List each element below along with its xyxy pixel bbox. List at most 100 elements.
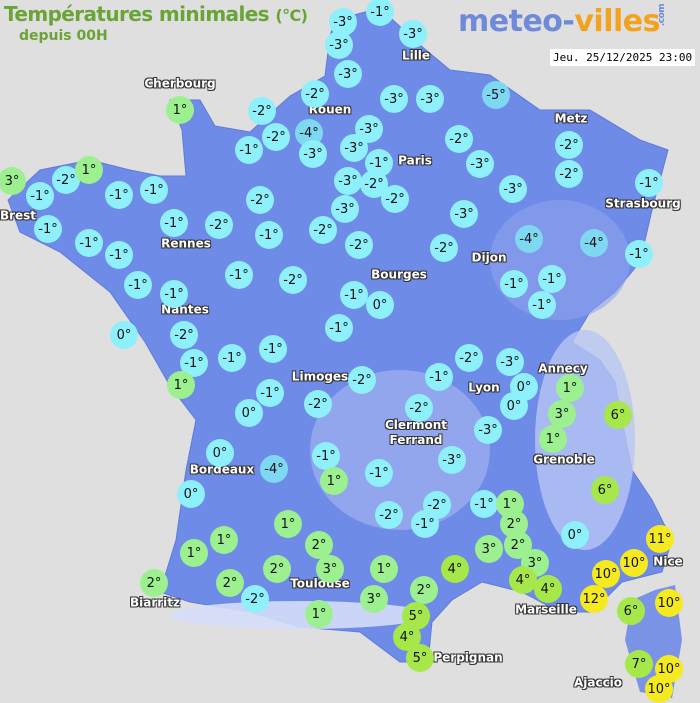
temperature-marker[interactable]: 10° <box>655 589 683 617</box>
temperature-marker[interactable]: -2° <box>248 97 276 125</box>
temperature-marker[interactable]: -1° <box>124 271 152 299</box>
temperature-marker[interactable]: 0° <box>561 521 589 549</box>
temperature-marker[interactable]: -1° <box>105 241 133 269</box>
temperature-marker[interactable]: 1° <box>180 539 208 567</box>
temperature-marker[interactable]: -1° <box>425 363 453 391</box>
temperature-marker[interactable]: -2° <box>381 185 409 213</box>
temperature-marker[interactable]: 0° <box>177 480 205 508</box>
temperature-marker[interactable]: 1° <box>556 374 584 402</box>
temperature-marker[interactable]: 3° <box>316 555 344 583</box>
temperature-marker[interactable]: -2° <box>246 186 274 214</box>
temperature-marker[interactable]: 12° <box>580 585 608 613</box>
temperature-marker[interactable]: -1° <box>256 379 284 407</box>
temperature-marker[interactable]: -1° <box>325 314 353 342</box>
temperature-marker[interactable]: 1° <box>370 555 398 583</box>
temperature-marker[interactable]: -1° <box>538 265 566 293</box>
temperature-marker[interactable]: -3° <box>340 134 368 162</box>
temperature-marker[interactable]: -2° <box>430 234 458 262</box>
temperature-marker[interactable]: 4° <box>534 575 562 603</box>
temperature-marker[interactable]: -2° <box>348 366 376 394</box>
temperature-marker[interactable]: 4° <box>509 566 537 594</box>
temperature-marker[interactable]: -1° <box>218 344 246 372</box>
temperature-marker[interactable]: -1° <box>470 490 498 518</box>
temperature-marker[interactable]: 5° <box>406 644 434 672</box>
temperature-marker[interactable]: -2° <box>375 501 403 529</box>
temperature-marker[interactable]: -2° <box>279 266 307 294</box>
temperature-marker[interactable]: 3° <box>548 400 576 428</box>
temperature-marker[interactable]: 2° <box>263 555 291 583</box>
temperature-marker[interactable]: 7° <box>625 650 653 678</box>
temperature-marker[interactable]: -1° <box>26 182 54 210</box>
temperature-marker[interactable]: -3° <box>325 31 353 59</box>
temperature-marker[interactable]: -2° <box>445 125 473 153</box>
temperature-marker[interactable]: 10° <box>645 675 673 703</box>
temperature-marker[interactable]: -1° <box>411 510 439 538</box>
temperature-marker[interactable]: 0° <box>110 321 138 349</box>
temperature-marker[interactable]: 2° <box>305 531 333 559</box>
temperature-marker[interactable]: -3° <box>474 416 502 444</box>
temperature-marker[interactable]: -3° <box>334 167 362 195</box>
temperature-marker[interactable]: -1° <box>105 181 133 209</box>
temperature-marker[interactable]: 1° <box>210 526 238 554</box>
temperature-marker[interactable]: -1° <box>366 0 394 26</box>
temperature-marker[interactable]: 10° <box>592 560 620 588</box>
temperature-marker[interactable]: -2° <box>205 211 233 239</box>
temperature-marker[interactable]: -3° <box>299 140 327 168</box>
temperature-marker[interactable]: 0° <box>366 291 394 319</box>
temperature-marker[interactable]: 1° <box>539 425 567 453</box>
temperature-marker[interactable]: -1° <box>365 459 393 487</box>
temperature-marker[interactable]: 2° <box>410 576 438 604</box>
temperature-marker[interactable]: 2° <box>140 569 168 597</box>
temperature-marker[interactable]: 3° <box>360 585 388 613</box>
temperature-marker[interactable]: -4° <box>515 225 543 253</box>
temperature-marker[interactable]: 1° <box>274 510 302 538</box>
temperature-marker[interactable]: -4° <box>260 455 288 483</box>
temperature-marker[interactable]: -1° <box>625 240 653 268</box>
temperature-marker[interactable]: -1° <box>75 229 103 257</box>
temperature-marker[interactable]: -2° <box>405 394 433 422</box>
temperature-marker[interactable]: 10° <box>620 549 648 577</box>
temperature-marker[interactable]: -5° <box>482 81 510 109</box>
temperature-marker[interactable]: 1° <box>320 467 348 495</box>
temperature-marker[interactable]: -2° <box>309 216 337 244</box>
temperature-marker[interactable]: -3° <box>466 150 494 178</box>
temperature-marker[interactable]: -1° <box>34 215 62 243</box>
temperature-marker[interactable]: 2° <box>500 510 528 538</box>
temperature-marker[interactable]: -1° <box>235 136 263 164</box>
temperature-marker[interactable]: -2° <box>262 123 290 151</box>
temperature-marker[interactable]: -1° <box>140 176 168 204</box>
temperature-marker[interactable]: 1° <box>305 600 333 628</box>
temperature-marker[interactable]: 0° <box>206 439 234 467</box>
temperature-marker[interactable]: 0° <box>235 399 263 427</box>
temperature-marker[interactable]: -3° <box>380 85 408 113</box>
temperature-marker[interactable]: 2° <box>216 569 244 597</box>
temperature-marker[interactable]: -1° <box>259 335 287 363</box>
temperature-marker[interactable]: -2° <box>555 160 583 188</box>
temperature-marker[interactable]: -3° <box>334 60 362 88</box>
temperature-marker[interactable]: 6° <box>604 401 632 429</box>
temperature-marker[interactable]: 1° <box>75 156 103 184</box>
temperature-marker[interactable]: -4° <box>580 229 608 257</box>
temperature-marker[interactable]: -3° <box>499 175 527 203</box>
temperature-marker[interactable]: 11° <box>646 525 674 553</box>
temperature-marker[interactable]: -1° <box>312 442 340 470</box>
temperature-marker[interactable]: -1° <box>160 209 188 237</box>
temperature-marker[interactable]: 3° <box>475 535 503 563</box>
temperature-marker[interactable]: -3° <box>416 85 444 113</box>
temperature-marker[interactable]: 3° <box>0 167 26 195</box>
temperature-marker[interactable]: -3° <box>331 195 359 223</box>
temperature-marker[interactable]: -2° <box>241 585 269 613</box>
temperature-marker[interactable]: -1° <box>255 221 283 249</box>
temperature-marker[interactable]: 6° <box>591 476 619 504</box>
temperature-marker[interactable]: -1° <box>340 281 368 309</box>
temperature-marker[interactable]: -1° <box>500 270 528 298</box>
temperature-marker[interactable]: -2° <box>304 390 332 418</box>
temperature-marker[interactable]: 1° <box>166 96 194 124</box>
temperature-marker[interactable]: 1° <box>167 371 195 399</box>
temperature-marker[interactable]: -3° <box>438 446 466 474</box>
temperature-marker[interactable]: -2° <box>301 80 329 108</box>
temperature-marker[interactable]: 0° <box>500 392 528 420</box>
temperature-marker[interactable]: -1° <box>160 280 188 308</box>
temperature-marker[interactable]: -3° <box>450 200 478 228</box>
temperature-marker[interactable]: -1° <box>635 169 663 197</box>
